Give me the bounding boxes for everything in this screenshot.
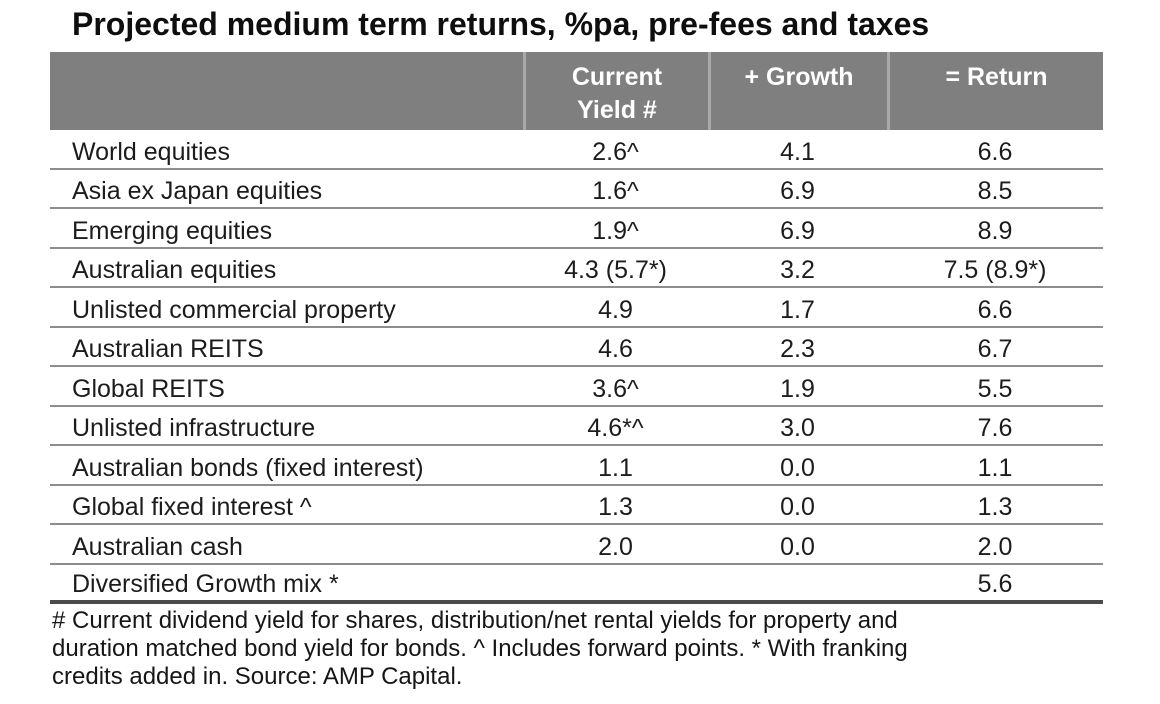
current-yield-value: 1.3 <box>598 493 633 521</box>
row-label: Global fixed interest ^ <box>72 493 312 521</box>
table-row-global-fixed-interest: Global fixed interest ^ 1.3 0.0 1.3 <box>50 486 1103 525</box>
footnote-line-1: # Current dividend yield for shares, dis… <box>52 607 898 634</box>
current-yield-value: 2.0 <box>598 532 633 561</box>
return-value: 6.6 <box>977 295 1013 324</box>
return-value: 1.3 <box>977 493 1013 521</box>
table-row-australian-cash: Australian cash 2.0 0.0 2.0 <box>50 525 1103 565</box>
table-row-unlisted-infrastructure: Unlisted infrastructure 4.6*^ 3.0 7.6 <box>50 407 1103 446</box>
header-cell-return: = Return <box>887 52 1103 130</box>
current-yield-value: 1.9^ <box>592 216 639 245</box>
footnote: # Current dividend yield for shares, dis… <box>52 607 1152 691</box>
table-row-australian-equities: Australian equities 4.3 (5.7*) 3.2 7.5 (… <box>50 249 1103 288</box>
growth-value: 1.9 <box>780 374 815 403</box>
table-row-australian-reits: Australian REITS 4.6 2.3 6.7 <box>50 328 1103 367</box>
current-yield-value: 3.6^ <box>592 374 639 403</box>
row-label: World equities <box>72 137 230 166</box>
table-row-asia-ex-japan-equities: Asia ex Japan equities 1.6^ 6.9 8.5 <box>50 170 1103 209</box>
header-cell-asset <box>50 52 523 130</box>
header-cell-current-yield: Current Yield # <box>523 52 708 130</box>
growth-value: 3.0 <box>780 414 815 442</box>
table-row-global-reits: Global REITS 3.6^ 1.9 5.5 <box>50 367 1103 407</box>
return-value: 7.6 <box>977 414 1013 442</box>
growth-value: 1.7 <box>780 295 815 324</box>
footnote-line-3: credits added in. Source: AMP Capital. <box>52 663 463 690</box>
current-yield-value: 4.6*^ <box>587 414 644 442</box>
current-yield-value: 4.9 <box>598 295 633 324</box>
growth-value: 0.0 <box>780 453 815 482</box>
table-row-diversified-growth-mix: Diversified Growth mix * 5.6 <box>50 565 1103 604</box>
current-yield-value: 1.1 <box>598 453 633 482</box>
growth-value: 0.0 <box>780 532 815 561</box>
current-yield-value: 1.6^ <box>592 177 639 205</box>
current-yield-value <box>523 598 708 600</box>
growth-value: 6.9 <box>780 177 815 205</box>
header-current-yield-line2: Yield # <box>577 96 657 124</box>
return-value: 2.0 <box>977 532 1013 561</box>
growth-value: 3.2 <box>780 256 815 284</box>
row-label: Global REITS <box>72 374 225 403</box>
table-row-unlisted-commercial-property: Unlisted commercial property 4.9 1.7 6.6 <box>50 288 1103 328</box>
header-cell-growth: + Growth <box>708 52 887 130</box>
row-label: Australian REITS <box>72 335 264 363</box>
growth-value: 6.9 <box>780 216 815 245</box>
return-value: 5.6 <box>977 570 1013 598</box>
row-label: Emerging equities <box>72 216 273 245</box>
return-value: 6.6 <box>977 137 1013 166</box>
return-value: 8.5 <box>977 177 1013 205</box>
current-yield-value: 4.6 <box>598 335 633 363</box>
current-yield-value: 2.6^ <box>592 137 639 166</box>
growth-value <box>708 598 887 600</box>
growth-value: 0.0 <box>780 493 815 521</box>
table-row-world-equities: World equities 2.6^ 4.1 6.6 <box>50 130 1103 170</box>
growth-value: 4.1 <box>780 137 815 166</box>
returns-table: Current Yield # + Growth = Return World … <box>50 52 1103 604</box>
table-row-australian-bonds: Australian bonds (fixed interest) 1.1 0.… <box>50 446 1103 486</box>
current-yield-value: 4.3 (5.7*) <box>564 256 667 284</box>
return-value: 8.9 <box>977 216 1013 245</box>
header-current-yield-line1: Current <box>571 63 663 91</box>
return-value: 1.1 <box>977 453 1013 482</box>
row-label: Australian cash <box>72 532 243 561</box>
row-label: Asia ex Japan equities <box>72 177 323 205</box>
row-label: Diversified Growth mix * <box>72 570 339 598</box>
footnote-line-2: duration matched bond yield for bonds. ^… <box>52 635 908 662</box>
row-label: Australian bonds (fixed interest) <box>72 453 424 482</box>
growth-value: 2.3 <box>780 335 815 363</box>
table-row-emerging-equities: Emerging equities 1.9^ 6.9 8.9 <box>50 209 1103 249</box>
return-value: 7.5 (8.9*) <box>943 256 1047 284</box>
row-label: Australian equities <box>72 256 277 284</box>
row-label: Unlisted commercial property <box>72 295 396 324</box>
table-header: Current Yield # + Growth = Return <box>50 52 1103 130</box>
return-value: 6.7 <box>977 335 1013 363</box>
row-label: Unlisted infrastructure <box>72 414 316 442</box>
return-value: 5.5 <box>977 374 1013 403</box>
page-title: Projected medium term returns, %pa, pre-… <box>72 6 930 42</box>
